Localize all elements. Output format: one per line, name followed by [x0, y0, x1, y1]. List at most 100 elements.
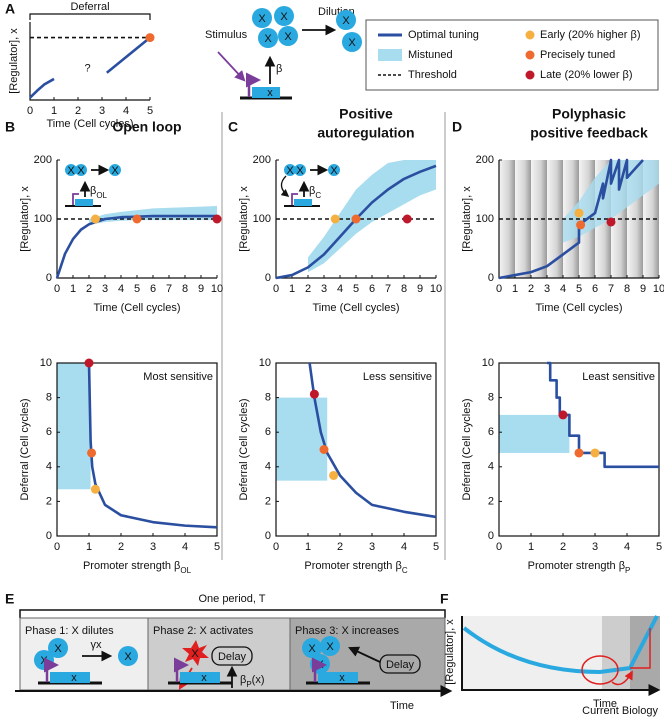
molecule-label: X	[77, 165, 85, 177]
x-tick-label: 2	[337, 541, 343, 553]
x-tick-label: 3	[99, 105, 105, 117]
x-tick-label: 0	[54, 541, 60, 553]
phase-shade	[462, 616, 602, 690]
y-axis-label: [Regulator], x	[238, 186, 250, 252]
molecule	[284, 164, 296, 176]
molecule-label: X	[286, 165, 294, 177]
x-tick-label: 7	[166, 283, 172, 295]
optimal-curve	[29, 77, 55, 99]
x-axis-label: Time (Cell cycles)	[536, 302, 623, 314]
promoter	[246, 72, 261, 97]
legend-label: Optimal tuning	[408, 29, 479, 41]
mistuned-band	[563, 160, 659, 243]
molecule-label: X	[284, 31, 292, 43]
gene-label: x	[267, 87, 273, 99]
y-tick-label: 200	[253, 154, 271, 166]
y-tick-label: 0	[488, 272, 494, 284]
timing-marker	[84, 358, 94, 368]
annotation: Deferral	[70, 1, 109, 13]
timing-marker	[606, 217, 616, 227]
text-part: Promoter strength β	[83, 560, 180, 572]
delay-box	[211, 646, 253, 666]
y-tick-label: 2	[488, 495, 494, 507]
x-tick-label: 9	[198, 283, 204, 295]
x-tick-label: 1	[512, 283, 518, 295]
f-x-label: Time	[593, 698, 617, 710]
gene-box	[180, 672, 220, 683]
y-tick-label: 10	[40, 357, 52, 369]
timing-marker	[351, 214, 361, 224]
chart-title: positive feedback	[530, 125, 648, 141]
molecule	[328, 164, 340, 176]
text-part: P	[625, 566, 630, 575]
x-tick-label: 3	[544, 283, 550, 295]
text-part: Promoter strength β	[304, 560, 401, 572]
beta-p-label: βP(x)	[240, 674, 265, 689]
period-label: One period, T	[198, 593, 265, 605]
legend-swatch	[378, 49, 402, 61]
x-tick-label: 4	[182, 541, 188, 553]
molecule-label: X	[54, 643, 62, 655]
molecule-label: X	[308, 643, 316, 655]
y-axis-label: [Regulator], x	[8, 28, 20, 94]
x-tick-label: 0	[27, 105, 33, 117]
time-label: Time	[390, 700, 414, 712]
promoter	[291, 193, 298, 205]
beta-label: βC	[309, 185, 321, 200]
delay-label: Delay	[386, 659, 415, 671]
y-tick-label: 6	[488, 426, 494, 438]
x-tick-label: 0	[496, 283, 502, 295]
x-tick-label: 0	[273, 283, 279, 295]
y-tick-label: 100	[476, 213, 494, 225]
delay-box	[379, 654, 421, 674]
y-tick-label: 0	[265, 272, 271, 284]
axes	[29, 22, 150, 101]
credit: Current Biology	[582, 705, 658, 717]
mistuned-band	[499, 414, 570, 453]
x-tick-label: 5	[134, 283, 140, 295]
x-tick-label: 6	[592, 283, 598, 295]
x-tick-label: 1	[86, 541, 92, 553]
annotation: Most sensitive	[143, 371, 213, 383]
text-part: (x)	[252, 674, 265, 686]
molecule	[278, 26, 298, 46]
molecule-label: X	[124, 651, 132, 663]
x-tick-label: 2	[118, 541, 124, 553]
feedback-arrow	[280, 175, 290, 197]
x-tick-label: 2	[560, 541, 566, 553]
stimulus-label: Stimulus	[205, 29, 248, 41]
molecule-label: X	[330, 165, 338, 177]
x-tick-label: 0	[496, 541, 502, 553]
x-tick-label: 1	[528, 541, 534, 553]
molecule	[320, 636, 340, 656]
x-axis-label: Time (Cell cycles)	[94, 302, 181, 314]
text-part: C	[315, 191, 321, 200]
molecule-label: X	[111, 165, 119, 177]
y-tick-label: 0	[265, 530, 271, 542]
y-axis-label: Deferral (Cell cycles)	[238, 398, 250, 500]
molecule-label: X	[258, 13, 266, 25]
arrow	[217, 51, 246, 82]
x-tick-label: 7	[385, 283, 391, 295]
y-axis-label: Deferral (Cell cycles)	[19, 398, 31, 500]
molecule-label: X	[280, 11, 288, 23]
axes-frame	[275, 362, 437, 537]
phase-shade	[602, 616, 630, 690]
molecule-label: X	[264, 33, 272, 45]
x-tick-label: 4	[624, 541, 630, 553]
timing-marker	[558, 410, 568, 420]
promoter	[72, 193, 79, 205]
x-tick-label: 2	[528, 283, 534, 295]
text-part: C	[402, 566, 408, 575]
molecule-label: X	[191, 648, 199, 660]
timing-marker	[309, 389, 319, 399]
chart-title: Open loop	[112, 119, 181, 135]
optimal-curve	[547, 361, 659, 469]
x-axis-label: Time (Cell cycles)	[47, 118, 134, 130]
legend-swatch	[525, 30, 535, 40]
period-bracket	[19, 609, 446, 618]
y-tick-label: 0	[46, 530, 52, 542]
panel-label: D	[452, 119, 462, 135]
optimal-curve	[498, 158, 644, 280]
x-tick-label: 3	[150, 541, 156, 553]
